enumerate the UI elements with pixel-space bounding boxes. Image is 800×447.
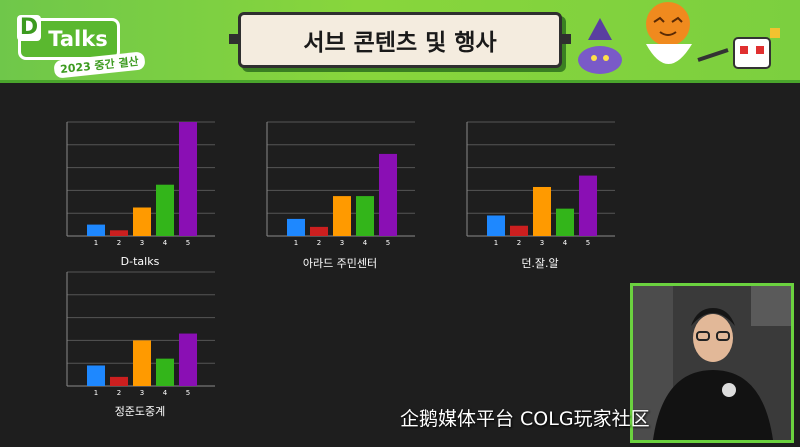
tick-label: 1 (94, 239, 98, 246)
tick-label: 4 (363, 239, 368, 246)
bar-chart-svg: 1 2 3 4 5 (266, 121, 415, 246)
logo-letter: D (17, 15, 41, 41)
bar-3 (333, 196, 351, 236)
tick-label: 3 (340, 239, 344, 246)
bar-4 (356, 196, 374, 236)
tick-label: 3 (140, 389, 144, 396)
watermark-text: 企鹅媒体平台 COLG玩家社区 (400, 408, 650, 430)
chart-label: 정준도중계 (114, 405, 166, 418)
bar-chart-svg: 1 2 3 4 5 (466, 121, 615, 246)
tick-label: 1 (294, 239, 298, 246)
bar-5 (179, 333, 197, 386)
chart-deon-jal-al: 1 2 3 4 5 던.잘.알 (455, 118, 625, 270)
bar-4 (556, 208, 574, 236)
tick-label: 2 (317, 239, 321, 246)
chart-arad-community-center: 1 2 3 4 5 아라드 주민센터 (255, 118, 425, 270)
tick-label: 2 (517, 239, 521, 246)
chart-label: 던.잘.알 (521, 257, 559, 270)
bar-1 (87, 365, 105, 386)
streamer-figure (633, 286, 791, 440)
tick-label: 4 (163, 239, 168, 246)
streamer-webcam-image (630, 283, 794, 443)
bar-4 (156, 358, 174, 386)
bar-5 (579, 175, 597, 236)
tick-label: 5 (186, 239, 190, 246)
mascot-characters-image (578, 2, 780, 74)
chart-label: D-talks (120, 255, 160, 268)
tick-label: 3 (540, 239, 544, 246)
bar-1 (487, 215, 505, 236)
bar-1 (287, 218, 305, 236)
tick-label: 1 (494, 239, 498, 246)
bar-chart-svg: 1 2 3 4 5 (66, 121, 215, 246)
dtalks-logo: D Talks (17, 15, 120, 60)
bar-2 (510, 225, 528, 236)
page-title: 서브 콘텐츠 및 행사 (229, 12, 571, 68)
tick-label: 2 (117, 239, 121, 246)
header-banner: D Talks 2023 중간 결산 서브 콘텐츠 및 행사 (0, 0, 800, 83)
tick-label: 1 (94, 389, 98, 396)
bar-3 (533, 186, 551, 236)
bar-4 (156, 184, 174, 236)
bar-1 (87, 224, 105, 236)
tick-label: 5 (586, 239, 590, 246)
bar-2 (110, 230, 128, 236)
bar-5 (379, 153, 397, 236)
tick-label: 2 (117, 389, 121, 396)
logo-name: Talks (48, 27, 108, 51)
bar-chart-svg: 1 2 3 4 5 (66, 271, 215, 396)
tick-label: 5 (186, 389, 190, 396)
bar-2 (110, 376, 128, 386)
tick-label: 3 (140, 239, 144, 246)
chart-jeongjundo-broadcast: 1 2 3 4 5 정준도중계 (55, 268, 225, 418)
tick-label: 4 (563, 239, 568, 246)
bar-5 (179, 122, 197, 236)
tick-label: 4 (163, 389, 168, 396)
chart-label: 아라드 주민센터 (302, 257, 378, 270)
bar-2 (310, 226, 328, 236)
chart-d-talks: 1 2 3 4 5 D-talks (55, 118, 225, 268)
bar-3 (133, 340, 151, 386)
tick-label: 5 (386, 239, 390, 246)
bar-3 (133, 207, 151, 236)
